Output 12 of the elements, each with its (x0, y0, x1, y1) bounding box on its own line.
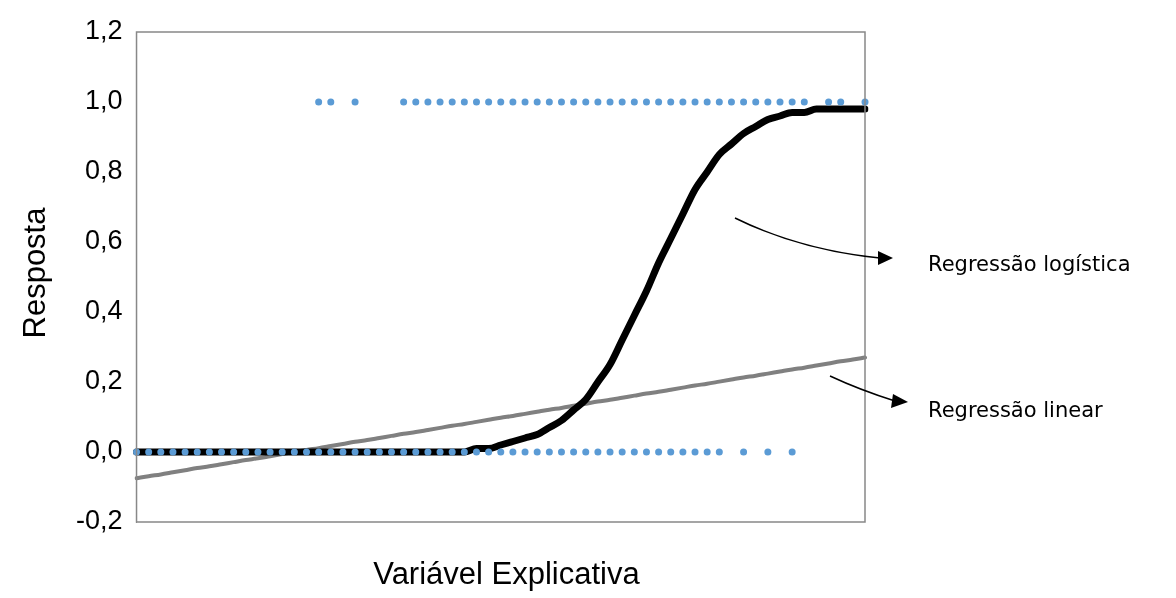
x-axis-title: Variável Explicativa (372, 556, 641, 592)
y-tick-label: 0,6 (84, 225, 123, 256)
y-tick-label: 0,2 (84, 365, 123, 396)
y-axis-title: Resposta (17, 206, 53, 341)
text: Regressão linear (928, 398, 1103, 422)
y-tick-label: 1,0 (84, 85, 123, 116)
y-tick-label: -0,2 (75, 505, 123, 536)
text: Regressão logística (928, 252, 1131, 276)
y-tick-label: 0,0 (84, 435, 123, 466)
y-tick-label: 0,4 (84, 295, 123, 326)
y-tick-label: 0,8 (84, 155, 123, 186)
y-tick-label: 1,2 (84, 15, 123, 46)
